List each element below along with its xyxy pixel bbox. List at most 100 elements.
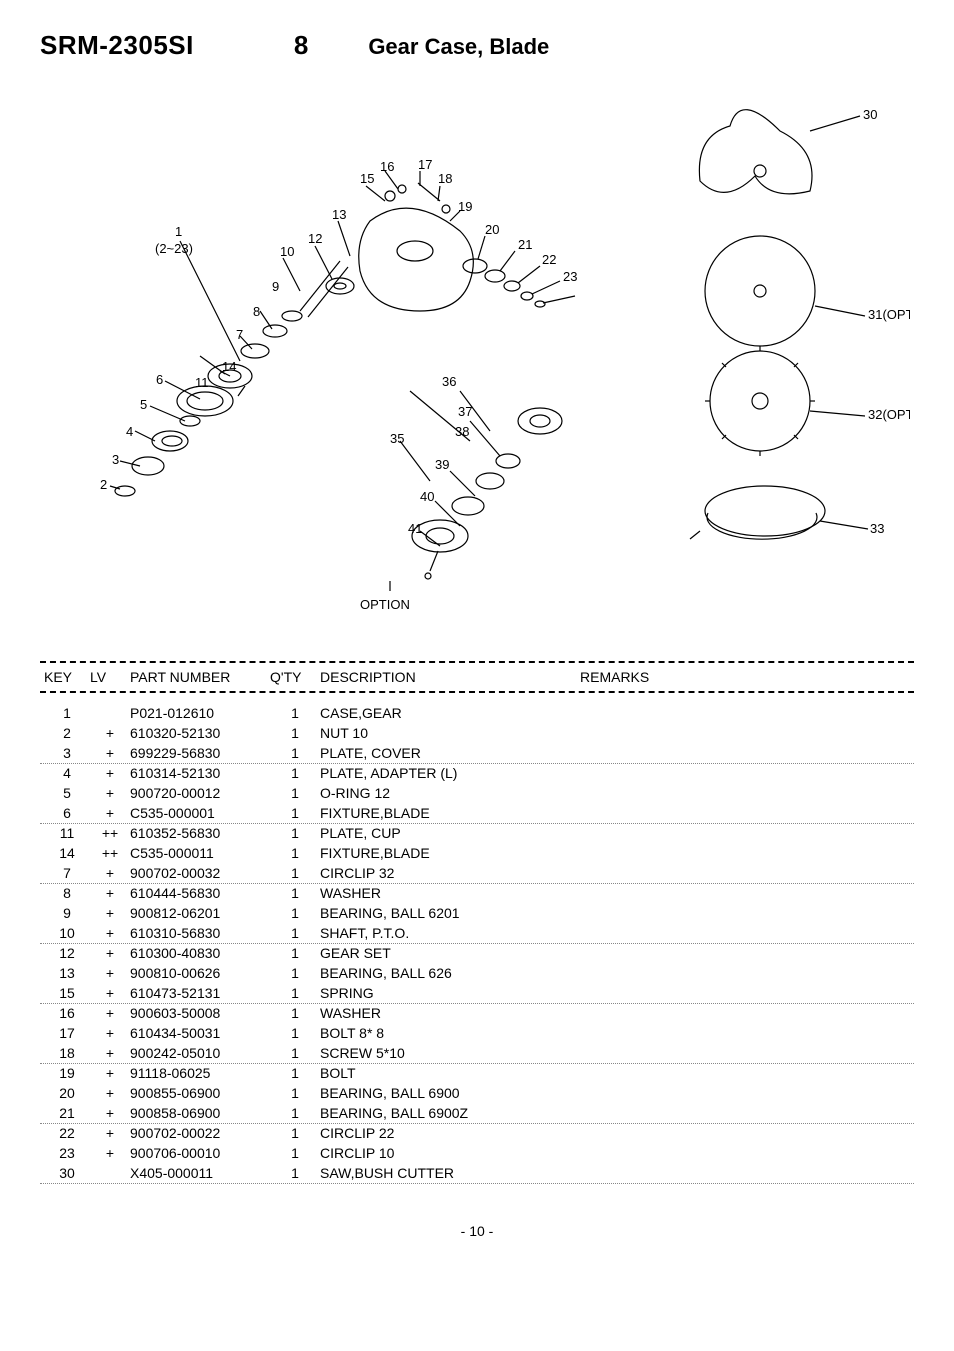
callout-12: 12 xyxy=(308,231,322,246)
cell-desc: SAW,BUSH CUTTER xyxy=(320,1163,580,1183)
page-number: - 10 - xyxy=(40,1223,914,1239)
callout-32: 32(OPTION) xyxy=(868,407,910,422)
cell-lv: ++ xyxy=(90,843,130,863)
cell-pn: 900810-00626 xyxy=(130,963,270,983)
cell-desc: PLATE, CUP xyxy=(320,823,580,843)
cell-qty: 1 xyxy=(270,743,320,763)
table-row: 30X405-0000111SAW,BUSH CUTTER xyxy=(40,1163,914,1183)
cell-lv: + xyxy=(90,863,130,883)
cell-qty: 1 xyxy=(270,1063,320,1083)
cell-pn: C535-000011 xyxy=(130,843,270,863)
cell-key: 19 xyxy=(40,1063,90,1083)
cell-desc: BEARING, BALL 6900Z xyxy=(320,1103,580,1123)
cell-pn: 900702-00022 xyxy=(130,1123,270,1143)
cell-qty: 1 xyxy=(270,1083,320,1103)
cell-desc: CIRCLIP 10 xyxy=(320,1143,580,1163)
table-row: 11++610352-568301PLATE, CUP xyxy=(40,823,914,843)
cell-qty: 1 xyxy=(270,903,320,923)
cell-desc: FIXTURE,BLADE xyxy=(320,803,580,823)
cell-rem xyxy=(580,943,914,963)
cell-key: 16 xyxy=(40,1003,90,1023)
callout-21: 21 xyxy=(518,237,532,252)
table-row: 22+900702-000221CIRCLIP 22 xyxy=(40,1123,914,1143)
cell-qty: 1 xyxy=(270,1023,320,1043)
callout-36: 36 xyxy=(442,374,456,389)
cell-key: 21 xyxy=(40,1103,90,1123)
cell-desc: BOLT 8* 8 xyxy=(320,1023,580,1043)
cell-lv: + xyxy=(90,803,130,823)
cell-qty: 1 xyxy=(270,703,320,723)
cell-qty: 1 xyxy=(270,1163,320,1183)
cell-desc: PLATE, ADAPTER (L) xyxy=(320,763,580,783)
cell-lv: + xyxy=(90,983,130,1003)
cell-lv xyxy=(90,1163,130,1183)
exploded-diagram: 1 (2~23) 2 3 4 5 6 7 8 9 10 11 12 13 14 … xyxy=(40,91,914,631)
diagram-svg: 1 (2~23) 2 3 4 5 6 7 8 9 10 11 12 13 14 … xyxy=(40,91,910,631)
cell-lv: + xyxy=(90,883,130,903)
callout-14: 14 xyxy=(222,359,236,374)
cell-lv xyxy=(90,703,130,723)
cell-lv: + xyxy=(90,943,130,963)
cell-rem xyxy=(580,1043,914,1063)
cell-lv: + xyxy=(90,783,130,803)
table-row: 23+900706-000101CIRCLIP 10 xyxy=(40,1143,914,1163)
callout-4: 4 xyxy=(126,424,133,439)
table-row: 4+610314-521301PLATE, ADAPTER (L) xyxy=(40,763,914,783)
callout-37: 37 xyxy=(458,404,472,419)
callout-38: 38 xyxy=(455,424,469,439)
callout-17: 17 xyxy=(418,157,432,172)
table-row: 13+900810-006261BEARING, BALL 626 xyxy=(40,963,914,983)
cell-key: 30 xyxy=(40,1163,90,1183)
cell-pn: P021-012610 xyxy=(130,703,270,723)
cell-desc: BEARING, BALL 6900 xyxy=(320,1083,580,1103)
cell-key: 10 xyxy=(40,923,90,943)
cell-key: 18 xyxy=(40,1043,90,1063)
cell-rem xyxy=(580,1143,914,1163)
th-rem: REMARKS xyxy=(580,669,914,685)
table-row: 10+610310-568301SHAFT, P.T.O. xyxy=(40,923,914,943)
cell-qty: 1 xyxy=(270,803,320,823)
section-number: 8 xyxy=(294,30,308,61)
cell-rem xyxy=(580,703,914,723)
cell-lv: + xyxy=(90,1003,130,1023)
cell-desc: WASHER xyxy=(320,883,580,903)
cell-desc: PLATE, COVER xyxy=(320,743,580,763)
callout-23: 23 xyxy=(563,269,577,284)
cell-desc: BOLT xyxy=(320,1063,580,1083)
callout-1: 1 xyxy=(175,224,182,239)
cell-key: 9 xyxy=(40,903,90,923)
table-row: 6+C535-0000011FIXTURE,BLADE xyxy=(40,803,914,823)
cell-rem xyxy=(580,1083,914,1103)
callout-16: 16 xyxy=(380,159,394,174)
cell-qty: 1 xyxy=(270,983,320,1003)
cell-pn: 900855-06900 xyxy=(130,1083,270,1103)
cell-rem xyxy=(580,883,914,903)
cell-qty: 1 xyxy=(270,1003,320,1023)
cell-rem xyxy=(580,903,914,923)
cell-qty: 1 xyxy=(270,1043,320,1063)
table-row: 16+900603-500081WASHER xyxy=(40,1003,914,1023)
table-row: 20+900855-069001BEARING, BALL 6900 xyxy=(40,1083,914,1103)
callout-41: 41 xyxy=(408,521,422,536)
cell-key: 23 xyxy=(40,1143,90,1163)
page-header: SRM-2305SI 8 Gear Case, Blade xyxy=(40,30,914,61)
callout-9: 9 xyxy=(272,279,279,294)
cell-desc: CASE,GEAR xyxy=(320,703,580,723)
th-lv: LV xyxy=(90,669,130,685)
cell-desc: BEARING, BALL 626 xyxy=(320,963,580,983)
cell-qty: 1 xyxy=(270,1103,320,1123)
cell-key: 3 xyxy=(40,743,90,763)
callout-40: 40 xyxy=(420,489,434,504)
cell-pn: 610434-50031 xyxy=(130,1023,270,1043)
cell-rem xyxy=(580,1023,914,1043)
cell-lv: + xyxy=(90,763,130,783)
cell-pn: 900242-05010 xyxy=(130,1043,270,1063)
cell-rem xyxy=(580,723,914,743)
cell-key: 4 xyxy=(40,763,90,783)
th-qty: Q'TY xyxy=(270,669,320,685)
table-row: 8+610444-568301WASHER xyxy=(40,883,914,903)
table-row: 3+699229-568301PLATE, COVER xyxy=(40,743,914,763)
cell-lv: + xyxy=(90,1043,130,1063)
parts-table-header: KEY LV PART NUMBER Q'TY DESCRIPTION REMA… xyxy=(40,661,914,693)
callout-11: 11 xyxy=(195,375,209,390)
